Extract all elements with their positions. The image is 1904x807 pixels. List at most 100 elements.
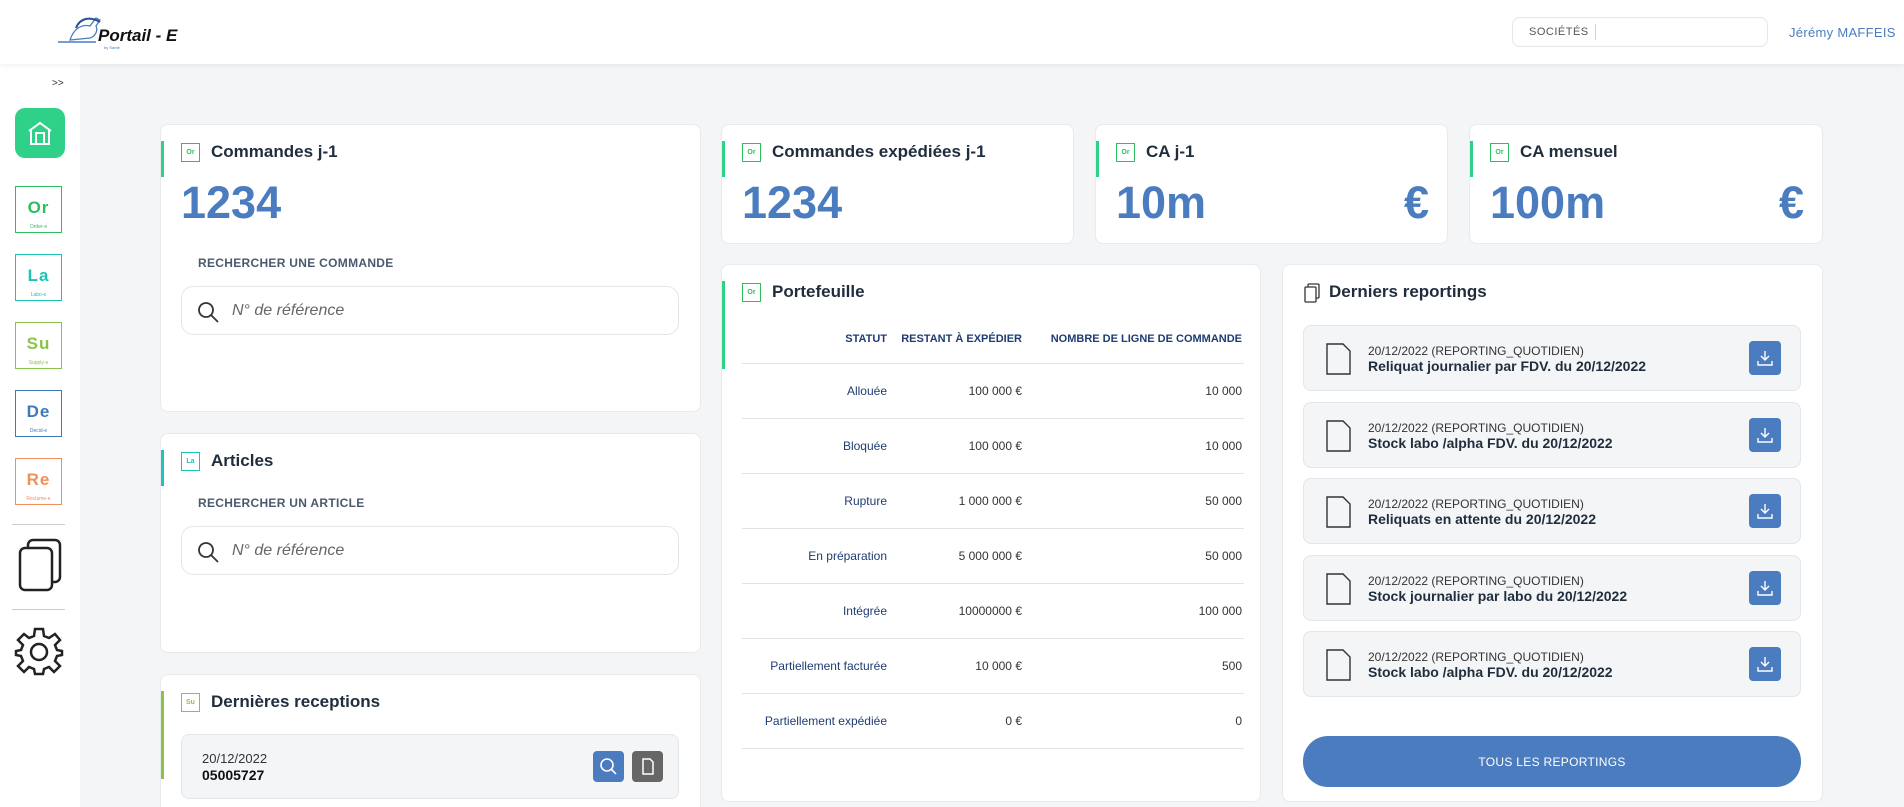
download-icon (1757, 428, 1773, 443)
table-header-row: STATUT RESTANT À EXPÉDIER NOMBRE DE LIGN… (742, 315, 1244, 364)
column-header-statut[interactable]: STATUT (742, 315, 889, 364)
app-name: Supply-e (28, 360, 49, 366)
document-icon (1326, 649, 1351, 681)
table-row: Intégrée 10000000 € 100 000 (742, 583, 1244, 639)
app-badge-or: Or (181, 143, 200, 162)
card-accent-bar (1470, 141, 1473, 177)
cell-restant: 1 000 000 € (889, 473, 1024, 529)
column-header-restant[interactable]: RESTANT À EXPÉDIER (889, 315, 1024, 364)
search-commande-label: RECHERCHER UNE COMMANDE (198, 256, 394, 270)
user-name-link[interactable]: Jérémy MAFFEIS (1789, 25, 1896, 40)
download-icon (1757, 581, 1773, 596)
table-row: Rupture 1 000 000 € 50 000 (742, 473, 1244, 529)
search-article-input[interactable] (232, 539, 652, 563)
app-tile-supply-e[interactable]: Su Supply-e (15, 322, 62, 369)
portal-logo[interactable]: Portail - E by Santé (56, 12, 196, 52)
societes-selector[interactable]: SOCIÉTÉS (1512, 17, 1768, 47)
app-tile-reclame-e[interactable]: Re Reclame-e (15, 458, 62, 505)
cell-statut: Bloquée (742, 418, 889, 474)
app-symbol: Or (27, 198, 50, 217)
document-icon (1326, 496, 1351, 528)
societes-label: SOCIÉTÉS (1529, 26, 1589, 38)
card-title: Derniers reportings (1329, 282, 1487, 301)
cell-restant: 10 000 € (889, 638, 1024, 694)
report-date: 20/12/2022 (REPORTING_QUOTIDIEN) (1368, 421, 1584, 435)
report-download-button[interactable] (1749, 494, 1781, 528)
card-title: CA mensuel (1520, 142, 1618, 161)
search-commande-input[interactable] (232, 299, 652, 323)
report-item: 20/12/2022 (REPORTING_QUOTIDIEN) Stock j… (1303, 555, 1801, 621)
app-badge-or: Or (742, 143, 761, 162)
app-name: Decid-e (29, 428, 48, 434)
report-download-button[interactable] (1749, 341, 1781, 375)
app-symbol: Su (26, 334, 51, 353)
app-tile-labo-e[interactable]: La Labo-e (15, 254, 62, 301)
table-row: Bloquée 100 000 € 10 000 (742, 418, 1244, 474)
report-item: 20/12/2022 (REPORTING_QUOTIDIEN) Reliqua… (1303, 325, 1801, 391)
cell-restant: 100 000 € (889, 363, 1024, 419)
table-row: Partiellement expédiée 0 € 0 (742, 693, 1244, 749)
table-row: Partiellement facturée 10 000 € 500 (742, 638, 1244, 694)
kpi-value: 1234 (181, 177, 282, 228)
all-reportings-button[interactable]: TOUS LES REPORTINGS (1303, 736, 1801, 787)
reception-item: 20/12/2022 05005727 (181, 734, 679, 799)
home-button[interactable] (15, 108, 65, 158)
table-row: Allouée 100 000 € 10 000 (742, 363, 1244, 419)
app-badge-la: La (181, 452, 200, 471)
card-accent-bar (722, 281, 725, 369)
report-download-button[interactable] (1749, 418, 1781, 452)
report-download-button[interactable] (1749, 647, 1781, 681)
cell-restant: 0 € (889, 693, 1024, 749)
report-item: 20/12/2022 (REPORTING_QUOTIDIEN) Reliqua… (1303, 478, 1801, 544)
card-accent-bar (1096, 141, 1099, 177)
reception-search-button[interactable] (593, 751, 624, 782)
report-date: 20/12/2022 (REPORTING_QUOTIDIEN) (1368, 574, 1584, 588)
currency-symbol: € (1403, 177, 1429, 228)
currency-symbol: € (1778, 177, 1804, 228)
card-derniers-reportings: Derniers reportings 20/12/2022 (REPORTIN… (1282, 264, 1823, 802)
report-item: 20/12/2022 (REPORTING_QUOTIDIEN) Stock l… (1303, 402, 1801, 468)
cell-statut: Partiellement expédiée (742, 693, 889, 749)
app-badge-su: Su (181, 693, 200, 712)
app-tile-decid-e[interactable]: De Decid-e (15, 390, 62, 437)
card-commandes-j1: Or Commandes j-1 1234 RECHERCHER UNE COM… (160, 124, 701, 412)
cell-statut: Partiellement facturée (742, 638, 889, 694)
app-symbol: Re (26, 470, 51, 489)
cell-lignes: 0 (1024, 693, 1244, 749)
documents-icon[interactable] (16, 538, 64, 592)
app-name: Labo-e (30, 292, 47, 298)
app-badge-or: Or (1116, 143, 1135, 162)
reception-reference: 05005727 (202, 767, 265, 783)
cell-statut: Allouée (742, 363, 889, 419)
sidebar-divider (12, 524, 65, 525)
search-article-box[interactable] (181, 526, 679, 575)
card-title: Portefeuille (772, 282, 865, 301)
card-title: Articles (211, 451, 274, 470)
card-title: CA j-1 (1146, 142, 1195, 161)
reception-document-button[interactable] (632, 751, 663, 782)
app-name: Reclame-e (26, 496, 51, 502)
card-title: Commandes expédiées j-1 (772, 142, 986, 161)
report-title: Stock labo /alpha FDV. du 20/12/2022 (1368, 435, 1613, 451)
search-icon (600, 758, 617, 775)
kpi-value: 100m (1490, 177, 1606, 228)
download-icon (1757, 657, 1773, 672)
report-title: Stock labo /alpha FDV. du 20/12/2022 (1368, 664, 1613, 680)
home-icon (28, 121, 52, 145)
settings-gear-icon[interactable] (14, 626, 64, 676)
app-tile-order-e[interactable]: Or Order-e (15, 186, 62, 233)
kpi-value: 1234 (742, 177, 843, 228)
sidebar: >> Or Order-e La Labo-e Su Supply-e De D… (0, 64, 80, 807)
cell-restant: 100 000 € (889, 418, 1024, 474)
card-accent-bar (161, 141, 164, 177)
cell-lignes: 500 (1024, 638, 1244, 694)
app-badge-or: Or (742, 283, 761, 302)
cell-restant: 10000000 € (889, 583, 1024, 639)
column-header-lignes[interactable]: NOMBRE DE LIGNE DE COMMANDE (1024, 315, 1244, 364)
portefeuille-table: STATUT RESTANT À EXPÉDIER NOMBRE DE LIGN… (742, 315, 1244, 749)
report-download-button[interactable] (1749, 571, 1781, 605)
cell-lignes: 50 000 (1024, 528, 1244, 584)
app-symbol: De (26, 402, 51, 421)
sidebar-expand-toggle[interactable]: >> (52, 78, 64, 89)
search-commande-box[interactable] (181, 286, 679, 335)
